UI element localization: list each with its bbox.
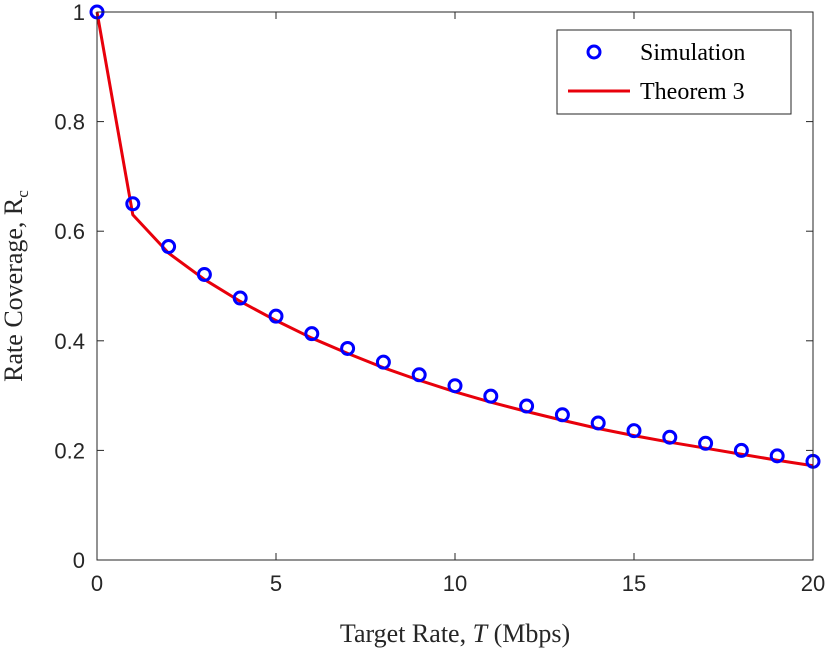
y-tick-label: 0.8 (54, 110, 85, 135)
data-point-simulation (769, 448, 785, 464)
data-point-simulation (161, 239, 177, 255)
data-point-simulation (375, 354, 391, 370)
x-tick-label: 5 (270, 571, 282, 596)
y-axis-title-main: Rate Coverage, R (0, 197, 28, 382)
x-axis-title-part-3: (Mbps) (487, 619, 570, 648)
x-tick-label: 20 (801, 571, 825, 596)
data-point-simulation (340, 340, 356, 356)
data-point-simulation (447, 378, 463, 394)
data-point-simulation (268, 308, 284, 324)
y-tick-label: 0.6 (54, 219, 85, 244)
data-point-simulation (698, 435, 714, 451)
axes (96, 11, 814, 561)
x-axis-title: Target Rate, T (Mbps) (340, 619, 570, 648)
legend-box (556, 29, 792, 115)
legend-theorem-label: Theorem 3 (640, 79, 745, 105)
data-point-simulation (411, 367, 427, 383)
x-tick-label: 0 (91, 571, 103, 596)
y-axis-title-subscript: c (13, 190, 32, 198)
data-point-simulation (304, 326, 320, 342)
legend-simulation-marker (586, 44, 602, 60)
legend-simulation-label: Simulation (640, 40, 745, 66)
data-point-simulation (733, 442, 749, 458)
x-axis-title-part-1: Target Rate, (340, 619, 473, 648)
data-point-simulation (196, 266, 212, 282)
data-point-simulation (232, 290, 248, 306)
y-tick-label: 0 (73, 548, 85, 573)
y-axis-title: Rate Coverage, Rc (0, 190, 32, 382)
y-tick-label: 1 (73, 0, 85, 25)
data-point-simulation (519, 398, 535, 414)
tick-labels: 0 5 10 15 20 0 0.2 0.4 0.6 0.8 1 (54, 0, 825, 596)
data-point-simulation (662, 429, 678, 445)
x-tick-label: 15 (622, 571, 646, 596)
data-point-simulation (125, 196, 141, 212)
x-axis-title-variable: T (473, 619, 489, 648)
data-point-simulation (590, 415, 606, 431)
data-point-simulation (554, 407, 570, 423)
y-tick-label: 0.2 (54, 438, 85, 463)
y-tick-label: 0.4 (54, 329, 85, 354)
data-point-simulation (483, 388, 499, 404)
data-point-simulation (626, 423, 642, 439)
legend: Simulation Theorem 3 (556, 29, 792, 115)
x-tick-label: 10 (443, 571, 467, 596)
